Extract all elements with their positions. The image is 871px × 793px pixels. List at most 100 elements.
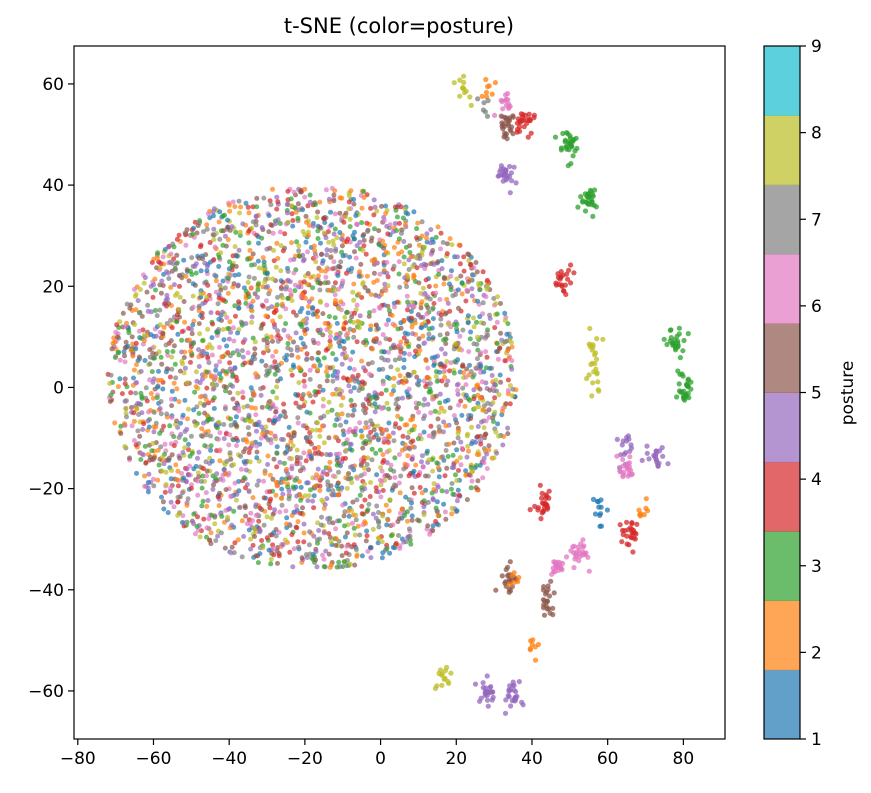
data-point [449, 511, 455, 517]
data-point [434, 378, 440, 384]
data-point [398, 416, 404, 422]
data-point [301, 317, 307, 323]
data-point [420, 285, 426, 291]
data-point [398, 320, 404, 326]
data-point [419, 490, 425, 496]
data-point [186, 441, 191, 447]
data-point [383, 387, 389, 393]
data-point [430, 497, 436, 503]
data-point [323, 347, 329, 353]
data-point [444, 251, 450, 257]
data-point [316, 273, 321, 279]
data-point [337, 210, 343, 216]
data-point [267, 489, 273, 495]
data-point [217, 236, 223, 242]
cluster-point [664, 341, 670, 348]
data-point [306, 223, 312, 228]
data-point [198, 268, 204, 274]
data-point [398, 204, 404, 210]
data-point [291, 270, 297, 276]
data-point [256, 518, 262, 524]
data-point [212, 244, 218, 250]
data-point [432, 354, 438, 360]
cluster-point [505, 97, 511, 103]
data-point [285, 484, 291, 490]
cluster-point [659, 445, 665, 451]
data-point [216, 219, 222, 225]
data-point [158, 354, 164, 360]
data-point [119, 391, 125, 397]
data-point [174, 261, 179, 267]
cluster-point [501, 172, 507, 178]
cluster-point [619, 527, 626, 534]
data-point [448, 287, 454, 293]
data-point [189, 255, 195, 261]
data-point [481, 403, 487, 409]
data-point [457, 455, 463, 461]
data-point [454, 420, 460, 426]
data-point [409, 513, 415, 519]
data-point [424, 231, 430, 237]
data-point [261, 522, 267, 528]
data-point [361, 237, 367, 243]
data-point [430, 396, 435, 402]
data-point [199, 503, 205, 509]
data-point [266, 213, 272, 219]
data-point [246, 294, 252, 300]
data-point [286, 491, 292, 497]
data-point [360, 247, 366, 253]
data-point [291, 309, 296, 315]
data-point [161, 506, 167, 512]
data-point [490, 415, 496, 421]
data-point [270, 318, 276, 324]
data-point [180, 490, 185, 496]
data-point [120, 310, 126, 316]
data-point [227, 319, 233, 325]
data-point [199, 479, 204, 484]
cluster-point [592, 361, 598, 367]
cluster-point [564, 144, 570, 150]
data-point [370, 526, 376, 532]
data-point [285, 268, 291, 274]
data-point [122, 359, 128, 365]
data-point [435, 416, 441, 422]
data-point [207, 416, 213, 422]
data-point [357, 532, 363, 538]
data-point [293, 312, 299, 318]
data-point [416, 409, 422, 415]
data-point [316, 528, 322, 533]
cluster-point [600, 336, 606, 342]
data-point [359, 503, 365, 509]
data-point [445, 300, 451, 306]
cluster-point [637, 512, 643, 518]
cluster-point [629, 520, 635, 526]
data-point [306, 304, 312, 309]
data-point [461, 268, 467, 274]
data-point [427, 381, 433, 386]
data-point [480, 300, 486, 306]
cluster-point [646, 456, 652, 462]
data-point [391, 245, 397, 250]
data-point [344, 530, 350, 536]
data-point [234, 443, 239, 449]
cluster-point [480, 685, 486, 691]
data-point [469, 441, 475, 447]
data-point [385, 473, 391, 479]
data-point [425, 305, 431, 311]
data-point [478, 334, 484, 340]
data-point [147, 361, 153, 367]
data-point [351, 320, 357, 325]
cluster-point [592, 350, 599, 356]
cluster-point [523, 112, 529, 118]
data-point [442, 375, 448, 380]
data-point [296, 253, 302, 259]
data-point [357, 239, 363, 245]
data-point [371, 270, 377, 276]
data-point [305, 310, 311, 316]
data-point [259, 358, 265, 364]
data-point [169, 388, 175, 394]
data-point [469, 286, 475, 292]
cluster-point [627, 454, 633, 460]
data-point [290, 443, 296, 449]
